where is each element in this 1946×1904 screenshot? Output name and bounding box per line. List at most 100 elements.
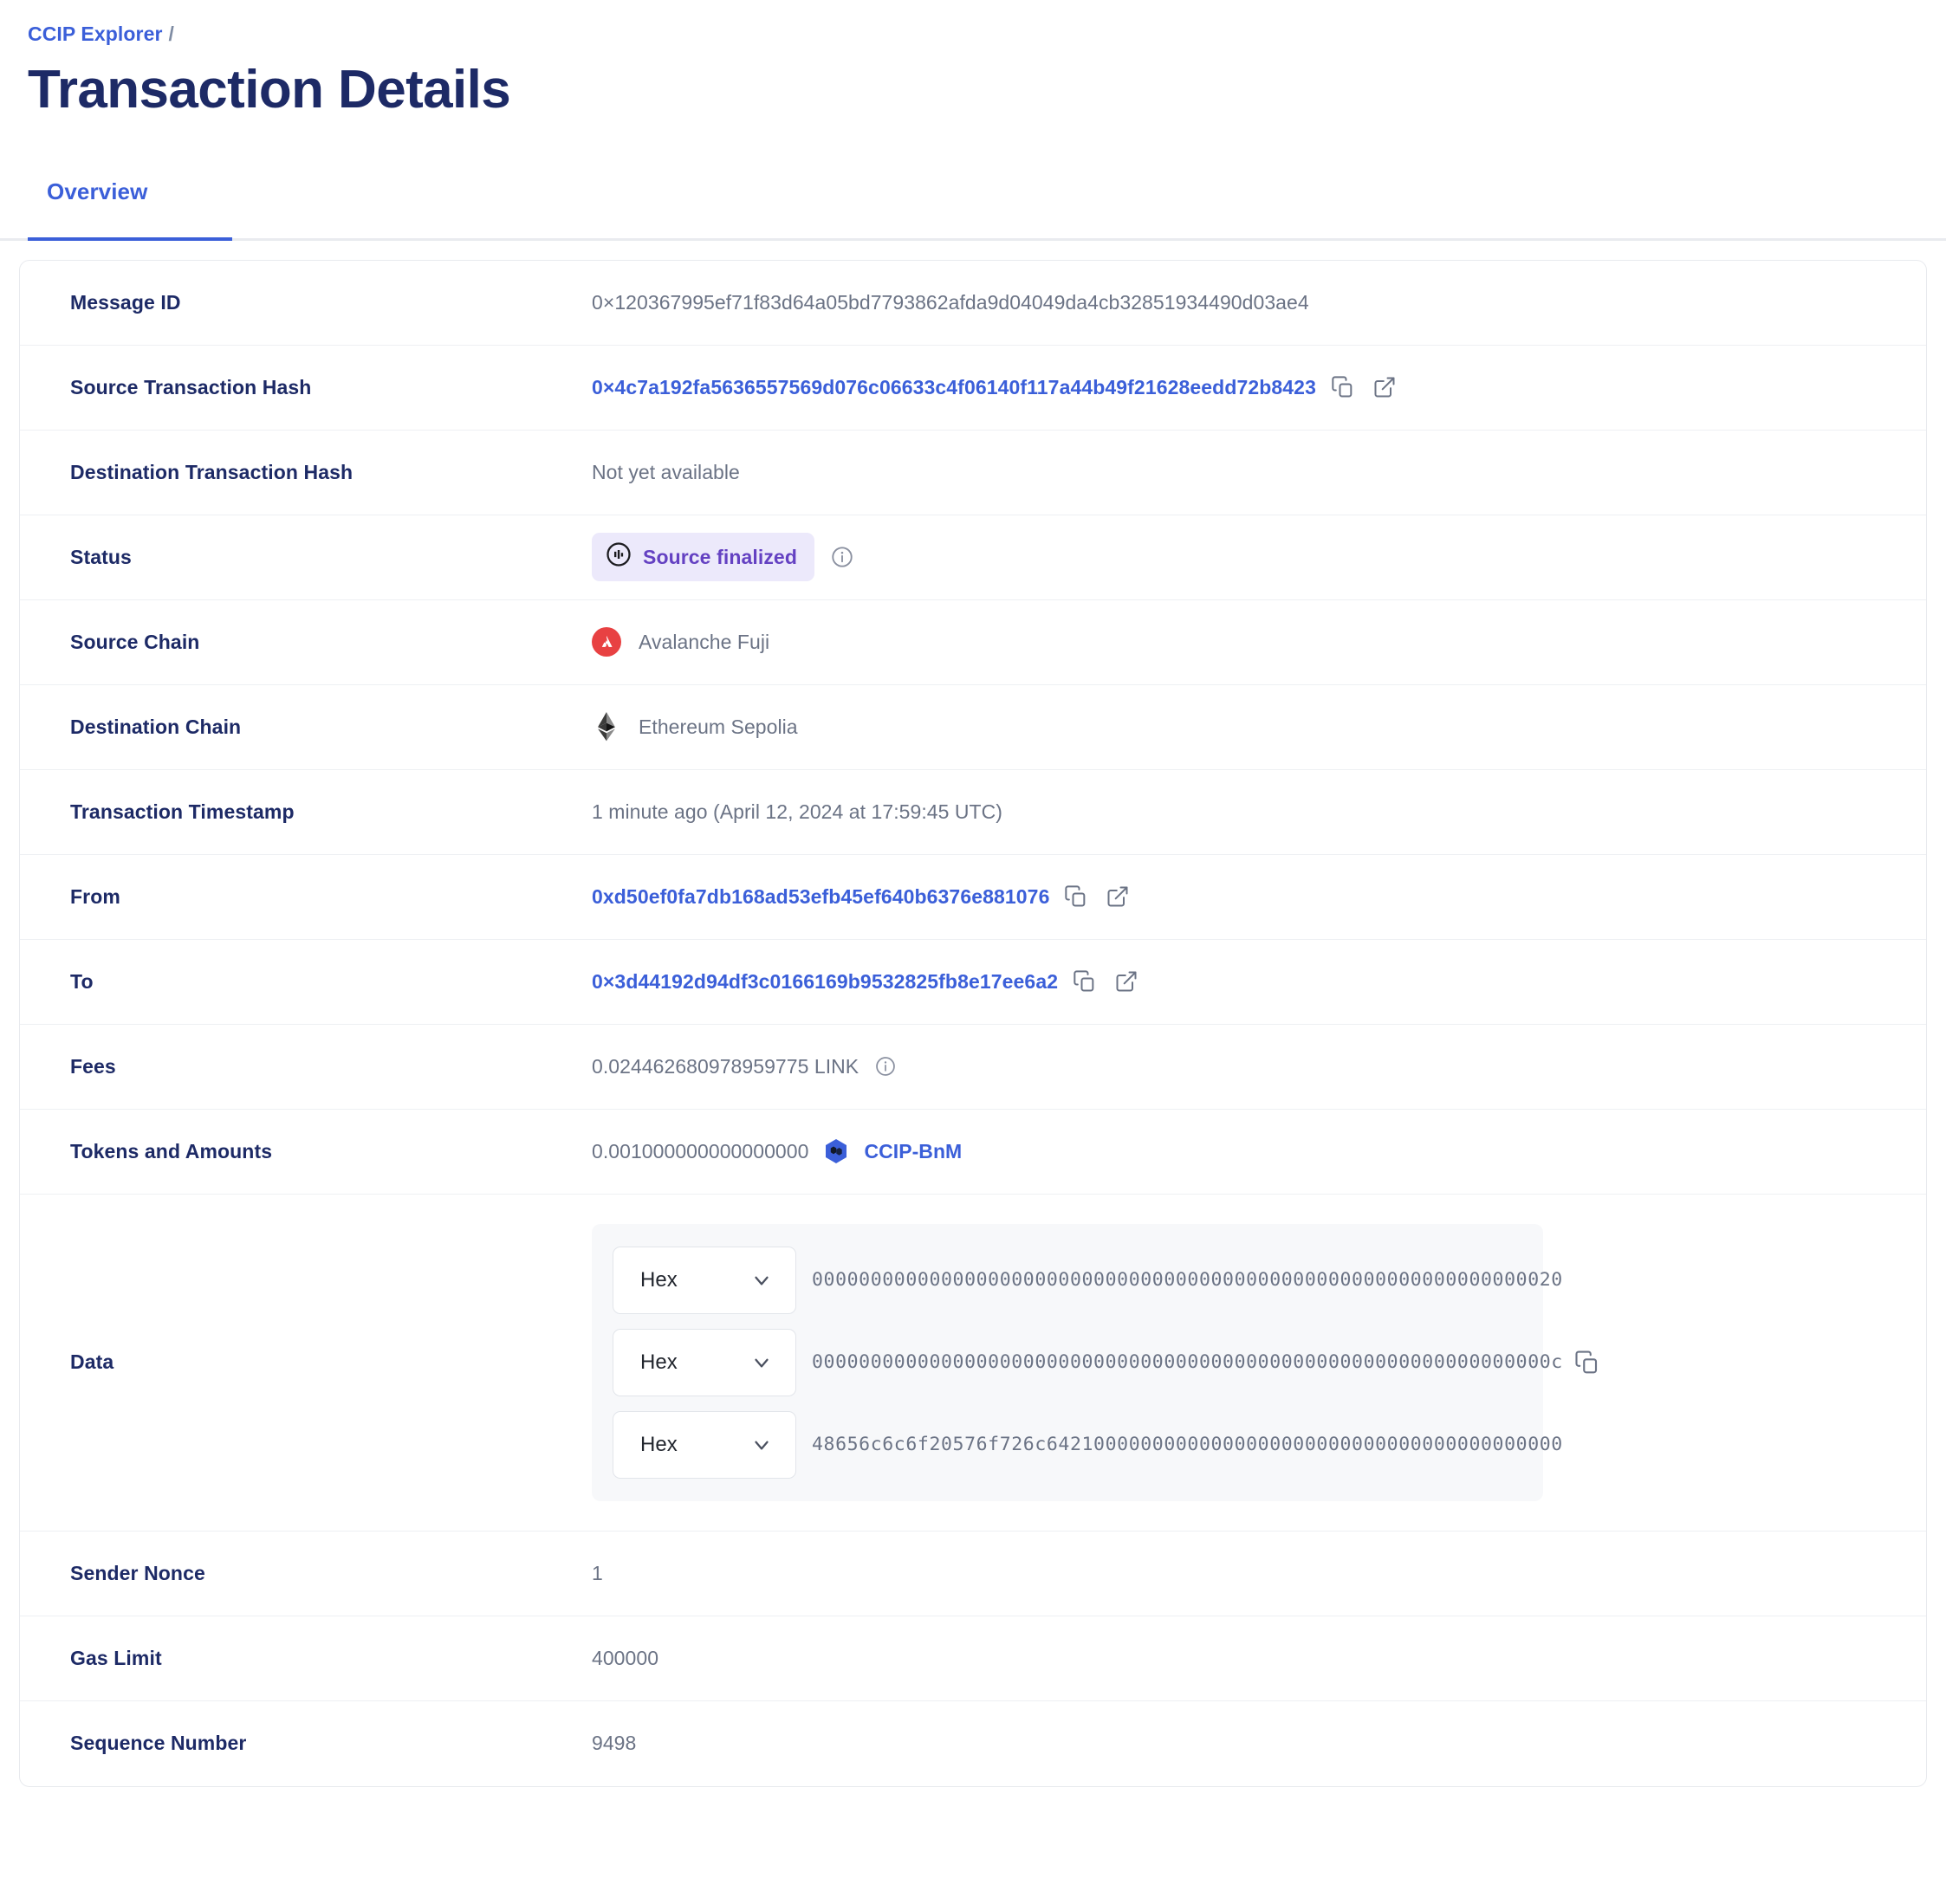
value-sender-nonce: 1 [592,1562,1926,1585]
row-fees: Fees 0.024462680978959775 LINK [20,1025,1926,1110]
ethereum-logo-icon [592,712,621,742]
value-source-transaction-hash: 0×4c7a192fa5636557569d076c06633c4f06140f… [592,372,1926,402]
copy-icon[interactable] [1328,372,1358,402]
source-chain-name: Avalanche Fuji [639,630,770,653]
breadcrumb: CCIP Explorer / [28,23,1946,46]
destination-chain-name: Ethereum Sepolia [639,715,798,738]
value-to: 0×3d44192d94df3c0166169b9532825fb8e17ee6… [592,967,1926,996]
value-status: Source finalized [592,533,1926,582]
row-destination-chain: Destination Chain Ethereum Sepolia [20,685,1926,770]
row-sequence-number: Sequence Number 9498 [20,1701,1926,1786]
copy-icon[interactable] [1573,1348,1602,1377]
value-tokens-and-amounts: 0.001000000000000000 CCIP-BnM [592,1137,1926,1165]
tab-bar-baseline [0,237,1946,241]
tab-bar: Overview [0,170,1946,241]
value-destination-chain: Ethereum Sepolia [592,712,1926,742]
info-icon[interactable] [874,1055,897,1078]
token-amount-text: 0.001000000000000000 [592,1139,809,1162]
value-source-chain: Avalanche Fuji [592,627,1926,657]
data-panel: Hex 000000000000000000000000000000000000… [592,1223,1562,1501]
fees-text: 0.024462680978959775 LINK [592,1054,859,1078]
data-line: Hex 48656c6c6f20576f726c6421000000000000… [613,1410,1562,1479]
source-transaction-hash-link[interactable]: 0×4c7a192fa5636557569d076c06633c4f06140f… [592,375,1316,398]
row-destination-transaction-hash: Destination Transaction Hash Not yet ava… [20,431,1926,515]
label-sequence-number: Sequence Number [70,1732,247,1755]
data-format-select[interactable]: Hex [613,1328,796,1396]
label-status: Status [70,545,132,568]
token-name-link[interactable]: CCIP-BnM [864,1139,963,1162]
status-badge: Source finalized [592,533,814,582]
row-status: Status Source finalized [20,515,1926,600]
row-transaction-timestamp: Transaction Timestamp 1 minute ago (Apri… [20,770,1926,855]
copy-icon[interactable] [1061,882,1091,911]
tab-overview-label: Overview [47,178,148,204]
avalanche-logo-icon [592,627,621,657]
info-icon[interactable] [830,545,854,569]
value-transaction-timestamp: 1 minute ago (April 12, 2024 at 17:59:45… [592,800,1926,824]
data-format-select[interactable]: Hex [613,1246,796,1314]
label-transaction-timestamp: Transaction Timestamp [70,800,295,823]
data-hex-value: 0000000000000000000000000000000000000000… [812,1351,1563,1374]
label-source-transaction-hash: Source Transaction Hash [70,375,312,398]
ccip-bnm-token-icon [822,1137,850,1165]
row-source-chain: Source Chain Avalanche Fuji [20,600,1926,685]
value-message-id: 0×120367995ef71f83d64a05bd7793862afda9d0… [592,291,1926,314]
external-link-icon[interactable] [1103,882,1132,911]
copy-icon[interactable] [1070,967,1099,996]
row-tokens-and-amounts: Tokens and Amounts 0.001000000000000000 … [20,1110,1926,1195]
chevron-down-icon [750,1351,773,1374]
label-destination-transaction-hash: Destination Transaction Hash [70,460,354,483]
gas-limit-text: 400000 [592,1646,659,1669]
data-format-select[interactable]: Hex [613,1410,796,1479]
status-badge-label: Source finalized [643,545,797,568]
chevron-down-icon [750,1269,773,1292]
sender-nonce-text: 1 [592,1561,603,1584]
transaction-timestamp-text: 1 minute ago (April 12, 2024 at 17:59:45… [592,800,1003,823]
label-from: From [70,884,120,908]
row-gas-limit: Gas Limit 400000 [20,1616,1926,1701]
row-from: From 0xd50ef0fa7db168ad53efb45ef640b6376… [20,855,1926,940]
row-source-transaction-hash: Source Transaction Hash 0×4c7a192fa56365… [20,346,1926,431]
external-link-icon[interactable] [1370,372,1399,402]
page-title: Transaction Details [28,60,511,120]
row-message-id: Message ID 0×120367995ef71f83d64a05bd779… [20,261,1926,346]
data-hex-value: 48656c6c6f20576f726c64210000000000000000… [812,1434,1563,1456]
message-id-text: 0×120367995ef71f83d64a05bd7793862afda9d0… [592,290,1309,314]
value-gas-limit: 400000 [592,1647,1926,1670]
label-data: Data [70,1350,114,1374]
label-destination-chain: Destination Chain [70,715,242,738]
external-link-icon[interactable] [1112,967,1141,996]
details-card: Message ID 0×120367995ef71f83d64a05bd779… [19,259,1927,1787]
value-data: Hex 000000000000000000000000000000000000… [592,1195,1926,1531]
breadcrumb-link-ccip-explorer[interactable]: CCIP Explorer [28,23,163,45]
breadcrumb-separator: / [168,23,175,45]
label-fees: Fees [70,1054,116,1078]
data-format-label: Hex [640,1267,678,1292]
source-finalized-icon [606,541,632,573]
value-sequence-number: 9498 [592,1732,1926,1755]
value-from: 0xd50ef0fa7db168ad53efb45ef640b6376e8810… [592,882,1926,911]
data-format-label: Hex [640,1350,678,1374]
label-sender-nonce: Sender Nonce [70,1561,205,1584]
row-to: To 0×3d44192d94df3c0166169b9532825fb8e17… [20,940,1926,1025]
data-line: Hex 000000000000000000000000000000000000… [613,1328,1562,1396]
data-hex-value: 0000000000000000000000000000000000000000… [812,1269,1563,1292]
from-address-link[interactable]: 0xd50ef0fa7db168ad53efb45ef640b6376e8810… [592,884,1050,908]
row-data: Data Hex 0000000000000000000000000000 [20,1195,1926,1532]
label-tokens-and-amounts: Tokens and Amounts [70,1139,273,1162]
label-source-chain: Source Chain [70,630,200,653]
tab-overview[interactable]: Overview [0,170,173,241]
sequence-number-text: 9498 [592,1732,637,1755]
row-sender-nonce: Sender Nonce 1 [20,1532,1926,1616]
value-fees: 0.024462680978959775 LINK [592,1055,1926,1078]
value-destination-transaction-hash: Not yet available [592,461,1926,484]
chevron-down-icon [750,1434,773,1456]
page-header: CCIP Explorer / Transaction Details [0,0,1946,120]
data-format-label: Hex [640,1432,678,1456]
tab-active-underline [28,236,232,241]
label-to: To [70,969,94,993]
label-gas-limit: Gas Limit [70,1646,162,1669]
data-line: Hex 000000000000000000000000000000000000… [613,1246,1562,1314]
to-address-link[interactable]: 0×3d44192d94df3c0166169b9532825fb8e17ee6… [592,969,1059,993]
